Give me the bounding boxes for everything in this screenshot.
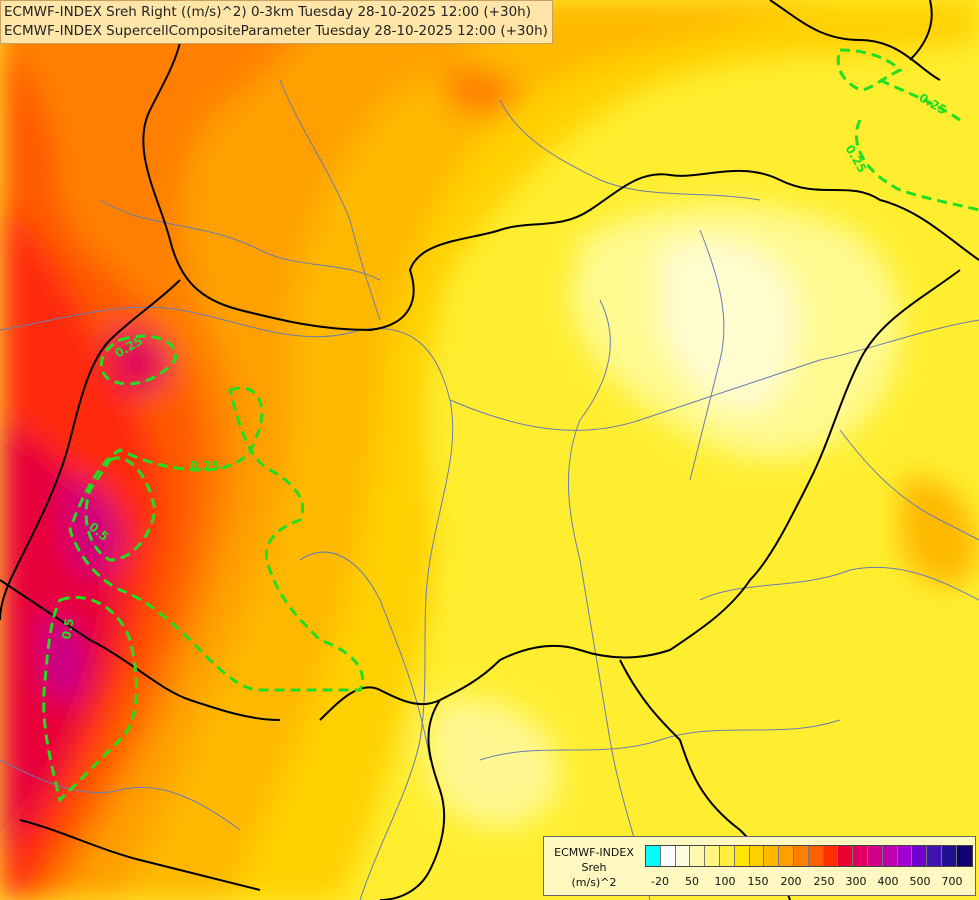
legend-swatch	[705, 846, 720, 866]
legend-swatch	[660, 846, 676, 866]
legend-swatch	[897, 846, 913, 866]
legend-tick-label: 200	[780, 875, 802, 888]
legend-swatch	[808, 846, 824, 866]
legend-swatch	[853, 846, 868, 866]
legend-label: ECMWF-INDEX Sreh (m/s)^2	[546, 845, 642, 890]
contour-0.5-west	[84, 456, 157, 562]
legend-tick-label: 500	[909, 875, 931, 888]
legend-swatch	[882, 846, 898, 866]
legend-swatch	[867, 846, 883, 866]
legend-variable: Sreh	[581, 861, 607, 874]
contour-label: 0.5	[59, 617, 76, 640]
legend-swatch	[690, 846, 706, 866]
legend-swatch	[764, 846, 780, 866]
legend-tick-label: 250	[813, 875, 835, 888]
legend-swatch	[941, 846, 957, 866]
legend-swatch	[793, 846, 809, 866]
legend-swatch	[719, 846, 735, 866]
legend-tick-label: 150	[747, 875, 769, 888]
legend-tick-label: -20	[651, 875, 669, 888]
legend-swatch	[675, 846, 691, 866]
legend-swatch	[646, 846, 661, 866]
legend-swatch	[749, 846, 765, 866]
contour-0.25-west	[99, 334, 177, 386]
contour-label: 0.25	[190, 459, 220, 473]
legend-swatches	[645, 845, 973, 867]
legend-tick-label: 400	[877, 875, 899, 888]
scp-contours	[42, 48, 979, 803]
legend-swatch	[927, 846, 942, 866]
legend-tick-label: 100	[714, 875, 736, 888]
legend-tick-label: 700	[941, 875, 963, 888]
legend-swatch	[779, 846, 794, 866]
color-legend: ECMWF-INDEX Sreh (m/s)^2 -20 50 100 150 200 2…	[543, 836, 976, 896]
legend-ticks: -20 50 100 150 200 250 300 400 500 700	[544, 875, 977, 889]
contour-0.25-ne	[836, 48, 903, 92]
legend-swatch	[956, 846, 972, 866]
contour-0.5-south	[42, 595, 138, 803]
legend-source: ECMWF-INDEX	[554, 846, 634, 859]
legend-swatch	[823, 846, 839, 866]
title-line-sreh: ECMWF-INDEX Sreh Right ((m/s)^2) 0-3km T…	[4, 4, 531, 20]
legend-tick-label: 50	[685, 875, 699, 888]
title-line-scp: ECMWF-INDEX SupercellCompositeParameter …	[4, 23, 548, 39]
contour-0.25-central	[68, 386, 365, 692]
map-title: ECMWF-INDEX Sreh Right ((m/s)^2) 0-3km T…	[0, 0, 553, 44]
rivers	[0, 79, 979, 900]
legend-swatch	[912, 846, 928, 866]
legend-swatch	[734, 846, 750, 866]
legend-unit: (m/s)^2	[571, 876, 617, 889]
legend-swatch	[838, 846, 854, 866]
contour-0.25-ne-line	[854, 78, 979, 212]
legend-tick-label: 300	[845, 875, 867, 888]
